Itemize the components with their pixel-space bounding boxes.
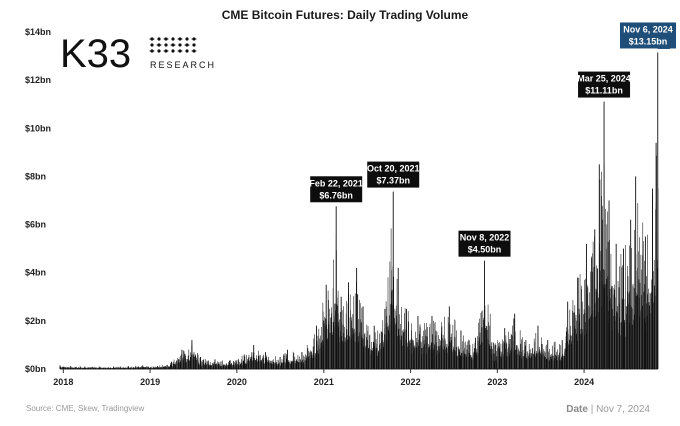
annotation-date: Mar 25, 2024 [577,74,631,84]
annotation-value: $4.50bn [468,245,502,255]
date-value: | Nov 7, 2024 [591,404,651,415]
y-tick-label: $10bn [25,123,51,133]
peak-annotation: Oct 20, 2021 $7.37bn [367,161,420,188]
annotation-value: $13.15bn [629,36,668,46]
peak-annotation: Nov 8, 2022 $4.50bn [458,230,511,257]
peak-annotation: Nov 6, 2024 $13.15bn [620,22,676,49]
annotation-box [367,161,420,188]
y-tick-label: $4bn [25,268,46,278]
annotation-box [310,176,363,203]
x-tick-label: 2019 [140,377,160,387]
bar-series [59,52,659,369]
x-tick-label: 2021 [314,377,334,387]
y-tick-label: $2bn [25,316,46,326]
logo-dots-icon [149,37,197,53]
logo-dot [192,43,196,47]
annotation-box [578,71,631,98]
source-note: Source: CME, Skew, Tradingview [26,404,144,413]
y-tick-label: $6bn [25,220,46,230]
y-tick-label: $12bn [25,75,51,85]
annotations: Feb 22, 2021 $6.76bn Oct 20, 2021 $7.37bn No… [309,22,676,257]
x-tick-label: 2020 [227,377,247,387]
logo-dot [178,43,182,47]
y-axis: $0bn $2bn $4bn $6bn $8bn $10bn $12bn $14bn [25,27,51,374]
x-tick-label: 2024 [574,377,594,387]
logo-dot [157,37,161,41]
chart-title: CME Bitcoin Futures: Daily Trading Volum… [222,8,469,22]
logo-brand: K33 [60,32,131,76]
logo-dot [171,49,175,53]
annotation-box [458,230,511,257]
logo-dot [150,43,154,47]
annotation-date: Nov 8, 2022 [460,233,510,243]
x-tick-label: 2023 [487,377,507,387]
annotation-date: Oct 20, 2021 [367,164,420,174]
annotation-box [620,22,676,49]
annotation-value: $6.76bn [319,190,353,200]
logo-subtitle: RESEARCH [150,60,216,70]
x-axis: 2018 2019 2020 2021 2022 2023 2024 [53,368,658,387]
annotation-date: Feb 22, 2021 [309,178,363,188]
logo-dot [185,37,189,41]
date-note: Date | Nov 7, 2024 [566,404,650,415]
y-tick-label: $0bn [25,364,46,374]
y-tick-label: $14bn [25,27,51,37]
x-tick-label: 2022 [401,377,421,387]
logo-dot [157,49,161,53]
peak-annotation: Feb 22, 2021 $6.76bn [309,176,363,203]
date-label: Date [566,404,588,415]
logo-dot [185,49,189,53]
peak-annotation: Mar 25, 2024 $11.11bn [577,71,631,98]
logo-dot [164,43,168,47]
annotation-value: $7.37bn [376,176,410,186]
annotation-date: Nov 6, 2024 [623,24,673,34]
logo-dot [171,37,175,41]
annotation-value: $11.11bn [585,86,623,96]
y-tick-label: $8bn [25,171,46,181]
x-tick-label: 2018 [53,377,73,387]
k33-logo: K33 RESEARCH [60,32,216,76]
